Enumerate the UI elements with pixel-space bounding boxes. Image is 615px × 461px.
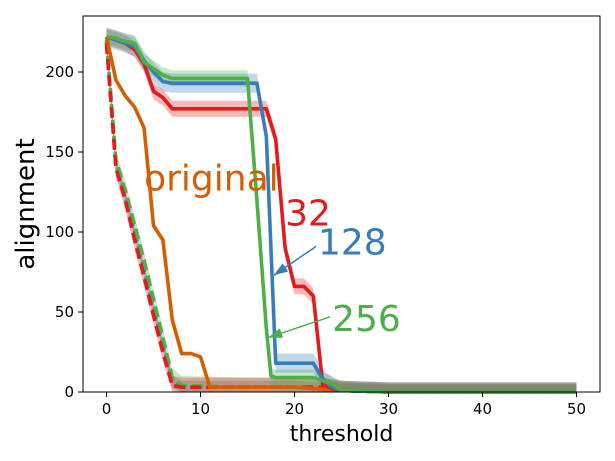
annotation-label: 128 bbox=[318, 222, 387, 263]
series-line bbox=[106, 35, 577, 394]
y-tick-label: 100 bbox=[45, 223, 74, 241]
x-tick-label: 40 bbox=[473, 400, 492, 418]
y-tick-label: 150 bbox=[45, 143, 74, 161]
x-tick-label: 10 bbox=[191, 400, 210, 418]
annotation-label: original bbox=[144, 158, 279, 199]
series-lines bbox=[104, 35, 577, 394]
x-tick-label: 20 bbox=[285, 400, 304, 418]
confidence-band bbox=[106, 27, 577, 392]
annotation-label: 32 bbox=[285, 194, 331, 235]
series-line bbox=[104, 36, 577, 394]
arrow-head bbox=[268, 328, 284, 338]
confidence-band bbox=[106, 28, 577, 393]
confidence-bands bbox=[106, 27, 577, 393]
x-tick-label: 30 bbox=[379, 400, 398, 418]
arrow-head bbox=[273, 263, 289, 276]
series-line bbox=[104, 39, 577, 394]
y-tick-label: 50 bbox=[55, 303, 74, 321]
x-tick-label: 0 bbox=[102, 400, 112, 418]
x-axis-label: threshold bbox=[290, 422, 394, 447]
y-axis: 0 50 100 150 200 bbox=[45, 63, 83, 401]
x-axis: 0 10 20 30 40 50 bbox=[102, 392, 586, 418]
series-line bbox=[104, 43, 577, 394]
plot-frame bbox=[82, 15, 601, 393]
x-tick-label: 50 bbox=[567, 400, 586, 418]
y-tick-label: 200 bbox=[45, 63, 74, 81]
annotation-label: 256 bbox=[332, 299, 401, 340]
y-tick-label: 0 bbox=[64, 383, 74, 401]
y-axis-label: alignment bbox=[11, 138, 41, 269]
